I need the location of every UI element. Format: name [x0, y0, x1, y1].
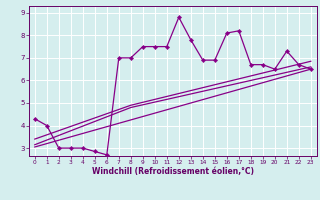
X-axis label: Windchill (Refroidissement éolien,°C): Windchill (Refroidissement éolien,°C): [92, 167, 254, 176]
